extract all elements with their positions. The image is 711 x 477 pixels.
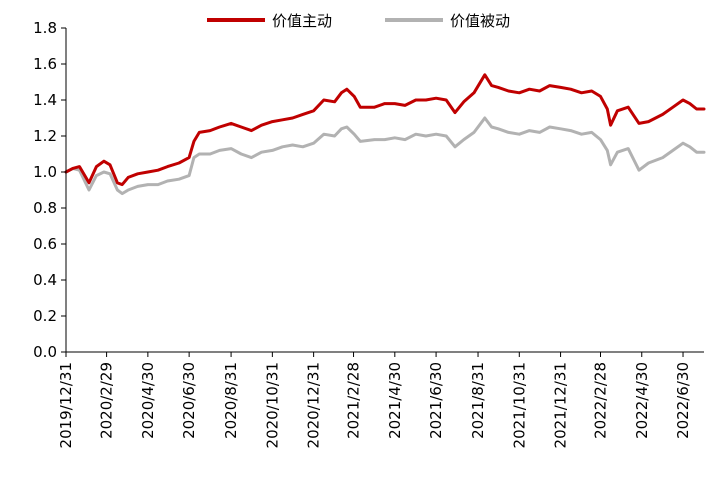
axes: 0.0 0.2 0.4 0.6 0.8 1.0 1.2 1.4 1.6 1.8 2019/12/3… — [33, 19, 704, 448]
y-tick-label: 1.8 — [33, 19, 57, 37]
x-tick-label: 2021/8/31 — [469, 362, 487, 439]
series-line-1 — [64, 116, 706, 196]
y-tick-label: 0.8 — [33, 199, 57, 217]
x-tick-label: 2021/6/30 — [427, 362, 445, 439]
legend-label-0: 价值主动 — [272, 12, 332, 30]
y-tick-label: 1.0 — [33, 163, 57, 181]
x-tick-label: 2020/4/30 — [139, 362, 157, 439]
x-tick-label: 2020/8/31 — [222, 362, 240, 439]
y-tick-label: 0.4 — [33, 271, 57, 289]
y-tick-label: 1.4 — [33, 91, 57, 109]
x-tick-label: 2021/10/31 — [510, 362, 528, 448]
x-tick-label: 2020/10/31 — [263, 362, 281, 448]
x-tick-label: 2020/2/29 — [98, 362, 116, 439]
y-tick-label: 0.2 — [33, 307, 57, 325]
x-tick-label: 2022/4/30 — [633, 362, 651, 439]
y-tick-label: 1.2 — [33, 127, 57, 145]
series-layer — [64, 73, 706, 196]
x-tick-label: 2022/2/28 — [591, 362, 609, 439]
y-tick-label: 1.6 — [33, 55, 57, 73]
x-tick-label: 2021/12/31 — [552, 362, 570, 448]
y-axis-ticks: 0.0 0.2 0.4 0.6 0.8 1.0 1.2 1.4 1.6 1.8 — [33, 19, 66, 361]
x-tick-label: 2019/12/31 — [57, 362, 75, 448]
y-tick-label: 0.6 — [33, 235, 57, 253]
legend: 价值主动 价值被动 — [207, 12, 510, 30]
series-line-0 — [64, 73, 706, 187]
x-tick-label: 2021/4/30 — [386, 362, 404, 439]
x-tick-label: 2022/6/30 — [674, 362, 692, 439]
y-tick-label: 0.0 — [33, 343, 57, 361]
x-tick-label: 2020/12/31 — [305, 362, 323, 448]
legend-label-1: 价值被动 — [450, 12, 510, 30]
x-tick-label: 2021/2/28 — [345, 362, 363, 439]
x-axis-ticks: 2019/12/31 2020/2/29 2020/4/30 2020/6/30 202… — [57, 352, 692, 448]
x-tick-label: 2020/6/30 — [180, 362, 198, 439]
